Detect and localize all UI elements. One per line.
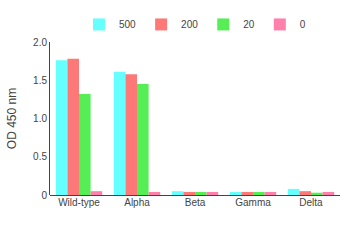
svg-text:1.0: 1.0 [33, 113, 47, 124]
svg-text:Gamma: Gamma [235, 197, 271, 208]
svg-text:0: 0 [300, 19, 306, 30]
svg-text:Alpha: Alpha [124, 197, 150, 208]
svg-text:0: 0 [41, 190, 47, 201]
svg-text:0.5: 0.5 [33, 151, 47, 162]
svg-text:Beta: Beta [185, 197, 206, 208]
svg-text:2.0: 2.0 [33, 37, 47, 48]
svg-text:Wild-type: Wild-type [58, 197, 100, 208]
svg-text:OD 450 nm: OD 450 nm [5, 88, 19, 149]
svg-text:1.5: 1.5 [33, 75, 47, 86]
svg-text:Delta: Delta [299, 197, 323, 208]
svg-text:200: 200 [181, 19, 198, 30]
svg-text:20: 20 [243, 19, 255, 30]
svg-text:500: 500 [119, 19, 136, 30]
